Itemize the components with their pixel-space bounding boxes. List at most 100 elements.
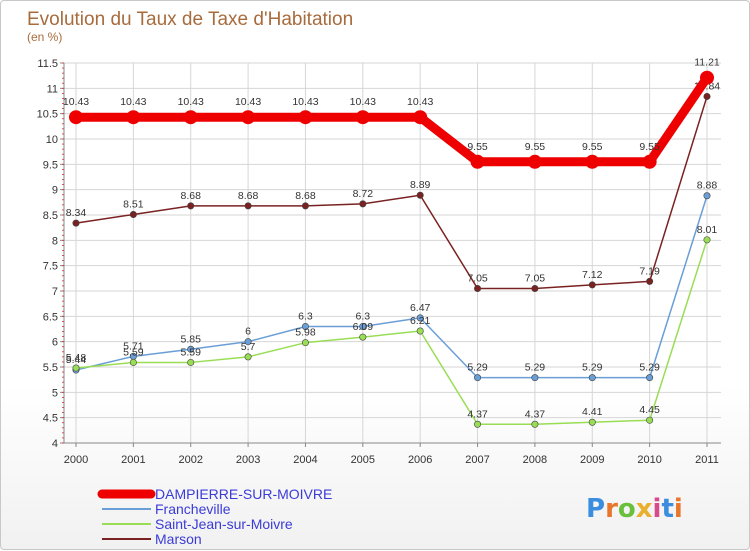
data-point-0 [355, 110, 370, 125]
y-tick-label: 5.5 [43, 362, 58, 374]
data-point-3 [359, 200, 367, 208]
x-tick-label: 2006 [408, 454, 432, 466]
x-tick-label: 2009 [580, 454, 604, 466]
data-label-2: 4.37 [467, 408, 488, 420]
data-point-0 [183, 110, 198, 125]
data-point-3 [703, 92, 711, 100]
data-label-0: 10.43 [178, 96, 204, 108]
data-point-2 [416, 327, 424, 335]
data-point-3 [187, 202, 195, 210]
data-point-1 [359, 322, 367, 330]
data-point-0 [527, 154, 542, 169]
data-label-0: 10.43 [407, 96, 433, 108]
data-label-0: 10.43 [292, 96, 318, 108]
y-tick-label: 6.5 [43, 311, 58, 323]
y-tick-label: 11.5 [37, 58, 58, 70]
x-tick-label: 2005 [351, 454, 375, 466]
y-tick-label: 7.5 [43, 261, 58, 273]
y-tick-label: 10 [46, 134, 58, 146]
data-label-1: 5.71 [123, 340, 144, 352]
data-point-1 [244, 338, 252, 346]
legend-label-2: Saint-Jean-sur-Moivre [155, 516, 293, 532]
x-tick-label: 2010 [637, 454, 661, 466]
data-label-2: 4.45 [639, 404, 660, 416]
data-label-2: 5.7 [241, 341, 256, 353]
axes [63, 63, 721, 444]
data-point-2 [244, 353, 252, 361]
data-point-2 [703, 236, 711, 244]
data-label-0: 10.43 [235, 96, 261, 108]
data-label-2: 5.98 [295, 327, 316, 339]
data-point-0 [126, 110, 141, 125]
chart-title: Evolution du Taux de Taxe d'Habitation [27, 9, 353, 30]
data-label-1: 8.88 [697, 180, 718, 192]
proxiti-logo: Proxiti [586, 494, 683, 524]
data-label-1: 5.29 [467, 362, 488, 374]
y-tick-label: 10.5 [37, 109, 58, 121]
data-label-0: 10.43 [350, 96, 376, 108]
legend-label-1: Francheville [155, 501, 231, 517]
data-label-3: 7.05 [525, 272, 546, 284]
data-label-2: 4.37 [525, 408, 546, 420]
data-label-1: 5.85 [181, 333, 202, 345]
data-point-1 [187, 345, 195, 353]
data-label-3: 8.34 [66, 207, 87, 219]
data-label-1: 5.29 [525, 362, 546, 374]
data-label-1: 6.47 [410, 302, 431, 314]
y-tick-label: 5 [52, 387, 58, 399]
data-label-3: 7.12 [582, 269, 603, 281]
chart-subtitle: (en %) [27, 30, 62, 44]
data-point-3 [588, 281, 596, 289]
data-label-3: 7.19 [639, 265, 660, 277]
data-label-2: 5.59 [123, 346, 144, 358]
data-label-0: 9.55 [467, 141, 488, 153]
data-label-1: 5.29 [582, 362, 603, 374]
y-tick-label: 11 [47, 83, 58, 95]
data-label-0: 11.21 [694, 57, 720, 69]
data-point-1 [588, 374, 596, 382]
data-label-2: 8.01 [697, 224, 718, 236]
data-point-3 [416, 191, 424, 199]
data-label-3: 7.05 [467, 272, 488, 284]
data-point-0 [585, 154, 600, 169]
y-tick-label: 9 [52, 185, 58, 197]
data-point-0 [642, 154, 657, 169]
data-point-3 [244, 202, 252, 210]
data-label-3: 8.89 [410, 179, 431, 191]
data-point-0 [241, 110, 256, 125]
data-label-1: 5.44 [66, 354, 87, 366]
data-point-1 [703, 192, 711, 200]
data-point-2 [588, 418, 596, 426]
y-axis-ticks: 4 4.5 5 5.5 6 6.5 7 7.5 8 8.5 9 9.5 10 10.5 11 11.5 [37, 58, 64, 450]
series-line-0 [71, 73, 712, 167]
series-lines: 8.34 8.51 8.68 8.68 8.68 8.72 8.89 7.05 7.05 7.12… [63, 57, 720, 428]
data-label-0: 9.55 [582, 141, 603, 153]
legend-label-0: DAMPIERRE-SUR-MOIVRE [155, 486, 332, 502]
data-label-2: 6.21 [410, 315, 431, 327]
data-label-2: 4.41 [582, 406, 603, 418]
x-tick-label: 2000 [64, 454, 88, 466]
data-label-0: 10.43 [120, 96, 146, 108]
logo-letter: i [674, 494, 683, 524]
data-label-1: 5.29 [639, 362, 660, 374]
y-tick-label: 6 [52, 337, 58, 349]
data-label-2: 5.59 [181, 346, 202, 358]
data-point-0 [700, 70, 714, 85]
data-point-1 [474, 374, 482, 382]
data-point-0 [470, 154, 485, 169]
logo-letter: x [636, 494, 653, 524]
y-tick-label: 4 [52, 438, 58, 450]
data-label-3: 8.68 [238, 190, 259, 202]
x-tick-label: 2002 [178, 454, 202, 466]
data-point-3 [301, 202, 309, 210]
data-point-1 [646, 374, 654, 382]
logo-letter: r [605, 494, 618, 524]
y-tick-label: 8.5 [43, 210, 58, 222]
data-label-3: 8.51 [123, 198, 144, 210]
data-point-2 [72, 364, 80, 372]
y-tick-label: 9.5 [43, 159, 58, 171]
data-label-3: 8.68 [181, 190, 202, 202]
data-point-2 [359, 333, 367, 341]
data-label-0: 9.55 [639, 141, 660, 153]
data-point-2 [187, 358, 195, 366]
